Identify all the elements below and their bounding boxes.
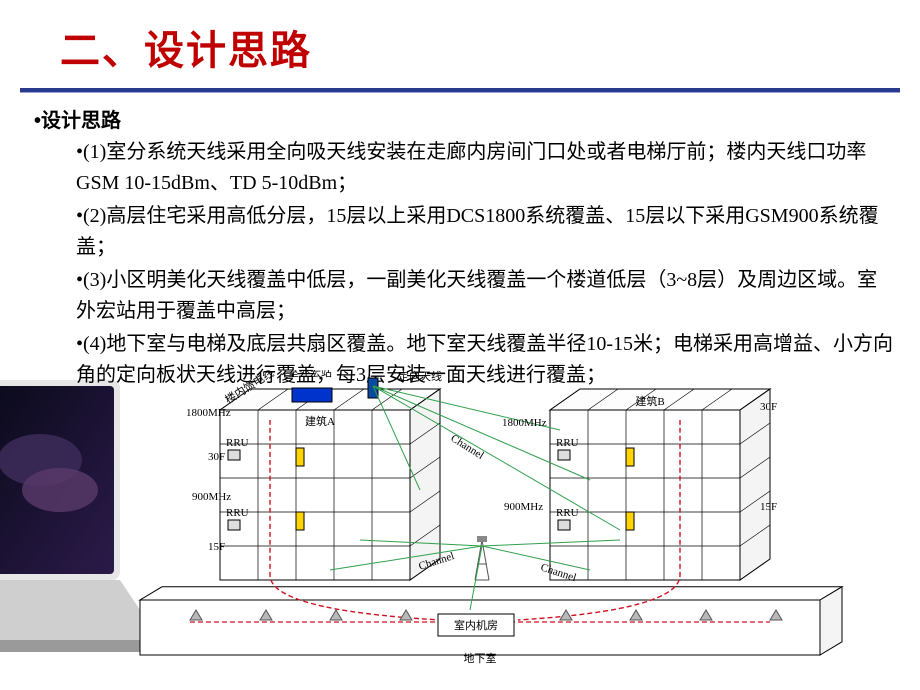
svg-text:900MHz: 900MHz (192, 491, 231, 503)
bullet-item: •(2)高层住宅采用高低分层，15层以上采用DCS1800系统覆盖、15层以下采… (76, 201, 894, 263)
bullet-item: •(3)小区明美化天线覆盖中低层，一副美化天线覆盖一个楼道低层（3~8层）及周边… (76, 265, 894, 327)
bullet-item: •(1)室分系统天线采用全向吸天线安装在走廊内房间门口处或者电梯厅前；楼内天线口… (76, 137, 894, 199)
slide-title: 二、设计思路 (60, 18, 312, 76)
svg-text:30F: 30F (760, 401, 777, 413)
svg-text:15F: 15F (760, 501, 777, 513)
subheading: •设计思路 (34, 106, 894, 137)
svg-text:室外宏站: 室外宏站 (288, 370, 332, 379)
content-block: •设计思路 •(1)室分系统天线采用全向吸天线安装在走廊内房间门口处或者电梯厅前… (34, 106, 894, 393)
svg-text:定向天线: 定向天线 (398, 370, 442, 383)
svg-text:地下室: 地下室 (464, 651, 497, 665)
svg-text:建筑B: 建筑B (635, 394, 664, 408)
svg-text:RRU: RRU (226, 507, 249, 519)
svg-text:900MHz: 900MHz (504, 501, 543, 513)
svg-text:30F: 30F (208, 451, 225, 463)
bullet-list: •(1)室分系统天线采用全向吸天线安装在走廊内房间门口处或者电梯厅前；楼内天线口… (76, 137, 894, 391)
svg-text:1800MHz: 1800MHz (502, 417, 547, 429)
svg-text:RRU: RRU (556, 507, 579, 519)
svg-text:RRU: RRU (556, 437, 579, 449)
slide: 二、设计思路 •设计思路 •(1)室分系统天线采用全向吸天线安装在走廊内房间门口… (0, 0, 920, 690)
rule-sub (20, 92, 900, 93)
svg-text:室内机房: 室内机房 (454, 618, 498, 632)
svg-text:建筑A: 建筑A (305, 414, 335, 428)
svg-text:Channel: Channel (448, 432, 485, 462)
svg-text:1800MHz: 1800MHz (186, 407, 231, 419)
coverage-diagram: 室内机房 室外宏站 定向天线建筑A 建筑B 1800MHz 900MHz 1800MHz 90… (120, 370, 850, 670)
svg-text:RRU: RRU (226, 437, 249, 449)
svg-text:15F: 15F (208, 541, 225, 553)
